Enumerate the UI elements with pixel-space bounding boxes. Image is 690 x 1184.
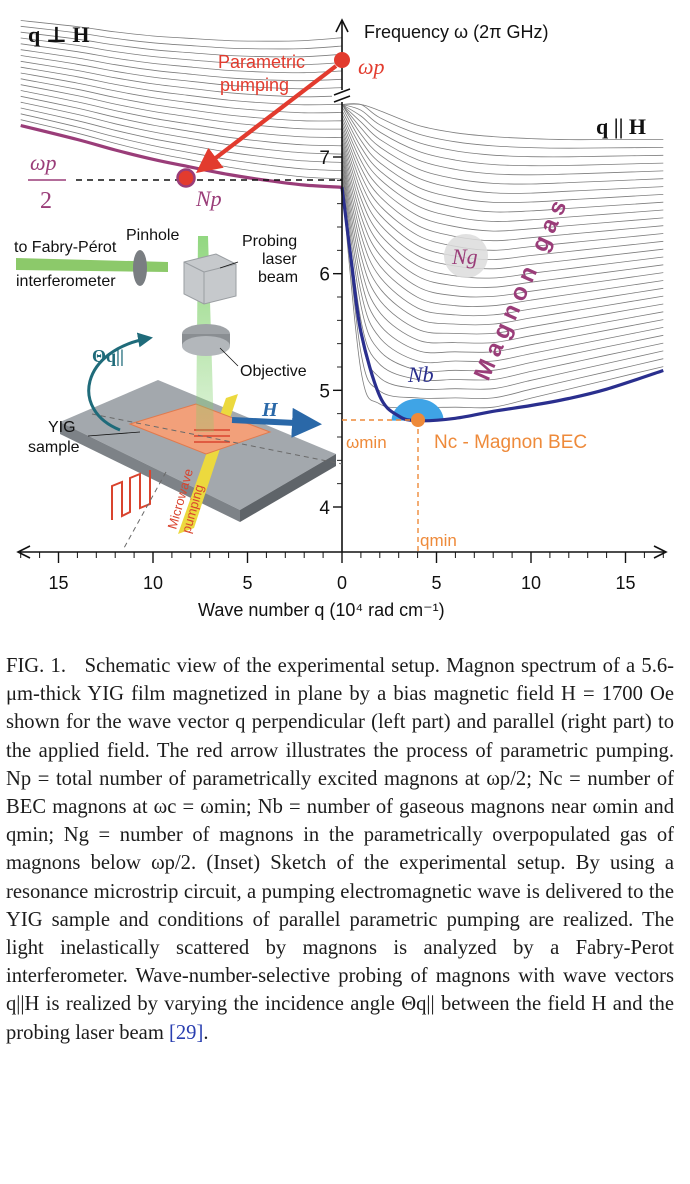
objective-label: Objective [240, 363, 307, 380]
omega-min-label: ωmin [346, 433, 387, 452]
parallel-higher-branch [342, 149, 663, 316]
x-tick-label: 10 [143, 573, 163, 593]
parallel-higher-branch [342, 131, 663, 269]
y-tick-label: 6 [319, 265, 330, 286]
setup-inset: H Θq|| to Fabry-Pérot interferometer Pin… [14, 227, 342, 548]
caption-citation[interactable]: [29] [169, 1022, 203, 1044]
field-label: H [261, 399, 279, 421]
axis-break [332, 89, 352, 102]
np-label: Np [195, 186, 222, 211]
pumping-label-line2: pumping [220, 75, 289, 95]
beam-splitter [184, 254, 236, 304]
x-tick-label: 0 [337, 573, 347, 593]
bec-label: Nc - Magnon BEC [434, 432, 587, 453]
figure-caption: FIG. 1. Schematic view of the experiment… [6, 652, 674, 1047]
nb-label: Nb [407, 362, 434, 387]
x-ticks: 15 10 5 0 5 10 15 [21, 552, 664, 593]
to-fabry-perot-line2: interferometer [16, 273, 116, 290]
pumping-label-line1: Parametric [218, 52, 305, 72]
theta-label: Θq|| [92, 346, 124, 366]
nc-point [411, 413, 425, 427]
omega-p-label: ωp [358, 54, 385, 79]
y-tick-label: 4 [319, 498, 330, 519]
pinhole [133, 250, 147, 286]
ng-label: Ng [451, 244, 478, 269]
parallel-higher-branch [342, 138, 663, 287]
probing-label-line3: beam [258, 269, 298, 286]
to-fabry-perot-line1: to Fabry-Pérot [14, 239, 117, 256]
q-par-h-label: q || H [596, 114, 646, 139]
spectrum-figure: 15 10 5 0 5 10 15 4 5 6 7 q ⊥ H q || H Frequency … [0, 0, 690, 636]
probing-label-line2: laser [262, 251, 297, 268]
half-pump-numerator: ωp [30, 150, 57, 175]
yig-label-line2: sample [28, 439, 80, 456]
x-tick-label: 5 [242, 573, 252, 593]
x-axis-label: Wave number q (10⁴ rad cm⁻¹) [198, 600, 445, 620]
microwave-meander [112, 470, 150, 520]
q-perp-h-label: q ⊥ H [28, 22, 89, 47]
parallel-higher-branch [342, 145, 663, 306]
pinhole-label: Pinhole [126, 227, 179, 244]
x-tick-label: 15 [615, 573, 635, 593]
caption-inset: (Inset) Sketch of the experimental setup… [6, 852, 674, 1043]
perpendicular-higher-branch [21, 73, 342, 113]
y-tick-label: 7 [319, 148, 330, 169]
yig-label-line1: YIG [48, 419, 76, 436]
x-tick-label: 5 [431, 573, 441, 593]
np-point [178, 170, 195, 187]
perpendicular-higher-branch [21, 108, 342, 162]
probing-label-line1: Probing [242, 233, 297, 250]
parallel-higher-branch [342, 180, 663, 398]
omega-p-point [334, 52, 350, 68]
y-axis-label: Frequency ω (2π GHz) [364, 22, 549, 42]
caption-body: Schematic view of the experimental setup… [6, 655, 674, 874]
q-min-label: qmin [420, 531, 457, 550]
caption-end: . [203, 1022, 208, 1044]
x-tick-label: 10 [521, 573, 541, 593]
y-tick-label: 5 [319, 381, 330, 402]
x-tick-label: 15 [48, 573, 68, 593]
perpendicular-higher-branch [21, 114, 342, 171]
parallel-higher-branch [342, 124, 663, 250]
half-pump-denominator: 2 [40, 188, 52, 214]
caption-label: FIG. 1. [6, 655, 66, 677]
